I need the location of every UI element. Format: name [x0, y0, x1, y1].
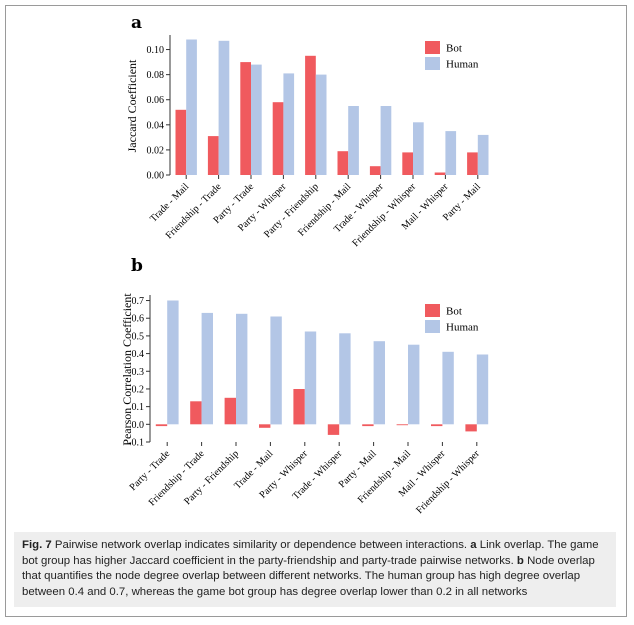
b-y-tick-label: 0.3: [132, 367, 145, 378]
a-bar-human: [413, 122, 424, 175]
b-bar-human: [236, 313, 248, 425]
a-y-tick-label: 0.04: [147, 120, 165, 131]
a-bar-bot: [402, 152, 413, 175]
b-bar-bot: [155, 424, 168, 427]
a-y-tick-label: 0.06: [147, 95, 165, 106]
b-bar-bot: [396, 424, 408, 426]
b-y-axis-label: Pearson Correlation Coefficient: [120, 293, 134, 446]
a-bar-bot: [369, 166, 381, 175]
caption-b-text: Node overlap that quantifies the node de…: [22, 554, 595, 598]
a-bar-human: [348, 106, 359, 175]
a-bar-human: [380, 106, 392, 175]
caption-b-label: b: [516, 554, 524, 567]
a-y-tick-label: 0.08: [147, 70, 165, 81]
a-bar-bot: [337, 151, 349, 175]
b-legend-swatch-bot: [425, 304, 440, 317]
panel-label-b: b: [131, 256, 143, 276]
b-y-tick-label: 0.0: [132, 420, 145, 431]
b-y-tick-label: 0.7: [132, 296, 145, 307]
b-bar-human: [408, 344, 420, 425]
a-bar-human: [315, 74, 327, 175]
b-y-tick-label: 0.5: [132, 331, 145, 342]
a-legend-swatch-human: [425, 57, 440, 70]
b-bar-human: [201, 312, 213, 425]
a-bar-human: [218, 40, 230, 175]
b-bar-bot: [259, 424, 271, 428]
caption-fig-label: Fig. 7: [22, 539, 52, 551]
b-bar-bot: [190, 401, 202, 425]
b-bar-human: [476, 354, 489, 425]
b-bar-bot: [431, 424, 443, 427]
b-bar-bot: [293, 389, 305, 425]
a-y-tick-label: 0.10: [147, 45, 165, 56]
a-bar-bot: [207, 136, 219, 175]
a-y-tick-label: 0.00: [147, 171, 165, 182]
a-y-tick-label: 0.02: [147, 145, 165, 156]
b-bar-bot: [465, 424, 477, 432]
b-bar-human: [373, 341, 385, 425]
a-legend-label-human: Human: [446, 59, 479, 71]
a-bar-bot: [434, 172, 446, 175]
b-legend-swatch-human: [425, 320, 440, 333]
a-bar-human: [283, 73, 295, 175]
a-bar-human: [477, 134, 489, 175]
caption-lead: Pairwise network overlap indicates simil…: [54, 539, 468, 551]
b-y-tick-label: 0.1: [132, 402, 145, 413]
b-x-tick-label: Friendship - Whisper: [414, 448, 482, 516]
a-bar-bot: [175, 109, 187, 175]
chart-a-jaccard: 0.00 0.02 0.04 0.06 0.08 0.10 Jaccard Coeffici…: [125, 35, 489, 249]
caption-a-label: a: [470, 539, 477, 551]
b-legend-label-human: Human: [446, 322, 479, 334]
a-bar-human: [186, 39, 197, 175]
a-bar-bot: [467, 152, 478, 175]
a-y-axis-label: Jaccard Coefficient: [125, 59, 139, 152]
b-bar-bot: [362, 424, 374, 427]
b-bar-human: [304, 331, 317, 425]
b-bar-human: [339, 333, 351, 425]
a-bar-bot: [272, 102, 284, 175]
a-bar-human: [251, 64, 262, 175]
a-legend-swatch-bot: [425, 41, 440, 54]
caption-a-text: Link overlap. The game bot group has hig…: [22, 539, 599, 567]
a-bar-bot: [305, 55, 316, 175]
b-y-tick-label: -0.1: [128, 438, 144, 449]
b-y-tick-label: 0.4: [132, 349, 145, 360]
a-bar-human: [445, 131, 457, 175]
b-bar-human: [442, 351, 454, 425]
b-y-tick-label: 0.6: [132, 314, 145, 325]
b-y-tick-label: 0.2: [132, 384, 145, 395]
b-bar-human: [270, 316, 282, 425]
b-bar-human: [167, 300, 179, 425]
a-legend-label-bot: Bot: [446, 43, 462, 55]
figure-caption: Fig. 7 Pairwise network overlap indicate…: [14, 532, 616, 608]
panel-label-a: a: [131, 13, 143, 33]
a-bar-bot: [240, 62, 251, 175]
b-bar-bot: [327, 424, 340, 435]
b-bar-bot: [224, 397, 236, 425]
b-legend-label-bot: Bot: [446, 306, 462, 318]
